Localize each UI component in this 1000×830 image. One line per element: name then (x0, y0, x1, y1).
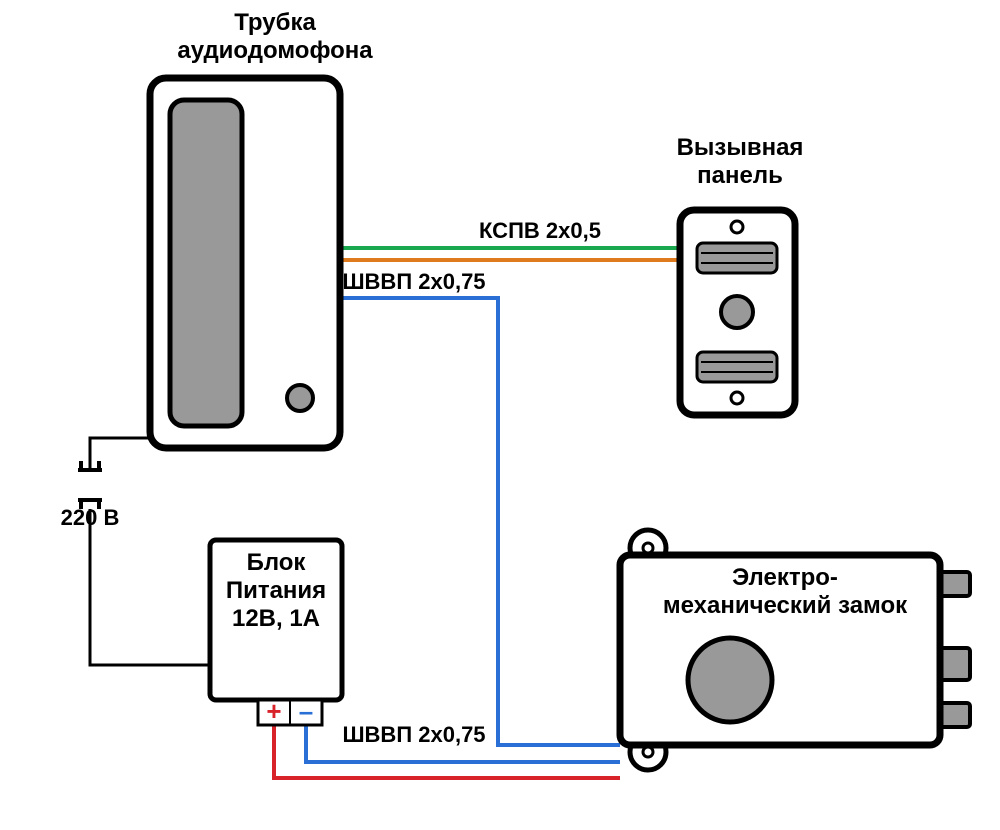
handset-receiver (170, 100, 242, 426)
handset-label-2: аудиодомофона (177, 37, 373, 64)
lock-label-1: Электро- (732, 564, 838, 591)
call-panel-label-1: Вызывная (677, 134, 804, 161)
call-panel (680, 210, 795, 415)
lock-label-2: механический замок (663, 592, 908, 619)
lock-bolt-2 (940, 703, 970, 727)
call-panel-screw-bot (731, 392, 743, 404)
label-kspv: КСПВ 2х0,5 (479, 218, 601, 243)
handset-label-1: Трубка (234, 9, 316, 36)
call-panel-screw-top (731, 221, 743, 233)
call-panel-speaker-bot (697, 352, 777, 382)
label-shvvp-2: ШВВП 2х0,75 (342, 722, 485, 747)
lock-bolt-1 (940, 648, 970, 680)
psu-label-2: Питания (226, 577, 326, 604)
handset-button (287, 385, 313, 411)
call-panel-speaker-top (697, 243, 777, 273)
lock-bolt-0 (940, 572, 970, 596)
wire-blue-handset-lock (340, 298, 620, 745)
mains-wiring (78, 438, 210, 665)
call-panel-button (721, 296, 753, 328)
psu-plus: + (266, 696, 281, 726)
lock-cylinder (688, 638, 772, 722)
psu-minus: – (299, 696, 313, 726)
psu-label-1: Блок (247, 549, 307, 576)
call-panel-label-2: панель (697, 162, 783, 189)
psu-label-3: 12В, 1А (232, 605, 320, 632)
mains-wire-bottom (90, 509, 210, 665)
handset (150, 78, 340, 448)
label-shvvp-1: ШВВП 2х0,75 (342, 269, 485, 294)
label-220v: 220 В (61, 505, 120, 530)
